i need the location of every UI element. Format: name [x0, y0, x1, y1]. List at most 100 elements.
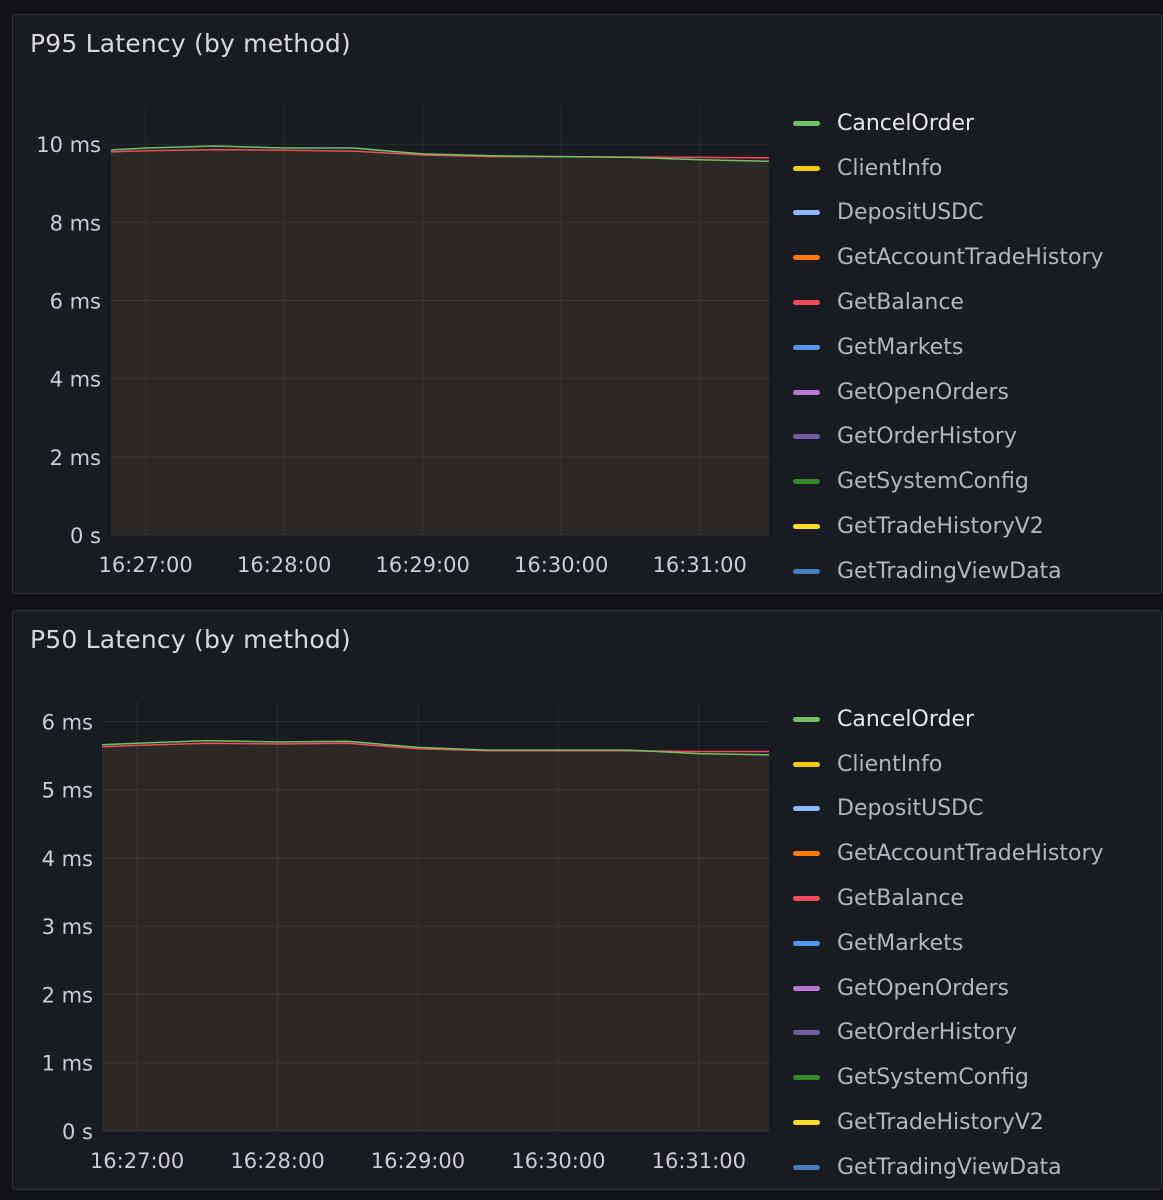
- legend-label: GetBalance: [837, 886, 964, 912]
- legend-item-cancelorder[interactable]: CancelOrder: [793, 697, 1153, 742]
- legend-item-getaccounttradehistory[interactable]: GetAccountTradeHistory: [793, 831, 1153, 876]
- legend-swatch: [793, 896, 820, 902]
- legend-swatch: [793, 851, 820, 857]
- legend-label: GetTradingViewData: [837, 1154, 1062, 1180]
- legend-item-clientinfo[interactable]: ClientInfo: [793, 146, 1153, 191]
- p95-latency-chart: 0 s 2 ms 4 ms 6 ms 8 ms 10 ms 16:27:00 16:28:00…: [36, 105, 770, 577]
- legend-item-getorderhistory[interactable]: GetOrderHistory: [793, 1011, 1153, 1056]
- legend-swatch: [793, 255, 820, 261]
- series-area-getbalance: [102, 743, 769, 1131]
- legend-label: DepositUSDC: [837, 200, 984, 226]
- grid: [111, 105, 769, 536]
- legend-swatch: [793, 985, 820, 991]
- y-tick-label: 0 s: [62, 1120, 93, 1144]
- legend-swatch: [793, 1164, 820, 1170]
- y-tick-label: 0 s: [70, 524, 101, 548]
- panel-p50-latency: P50 Latency (by method) 0 s 1 ms 2 ms 3 ms 4…: [12, 610, 1162, 1190]
- legend-swatch: [793, 389, 820, 395]
- legend-item-getbalance[interactable]: GetBalance: [793, 280, 1153, 325]
- legend-item-getmarkets[interactable]: GetMarkets: [793, 921, 1153, 966]
- y-tick-label: 10 ms: [36, 133, 101, 157]
- legend-label: GetMarkets: [837, 334, 964, 360]
- legend-label: GetOrderHistory: [837, 424, 1017, 450]
- x-tick-label: 16:27:00: [90, 1149, 184, 1173]
- x-tick-label: 16:27:00: [98, 553, 192, 577]
- y-tick-label: 1 ms: [42, 1052, 93, 1076]
- legend-swatch: [793, 1120, 820, 1126]
- y-tick-label: 6 ms: [42, 710, 93, 734]
- legend-swatch: [793, 479, 820, 485]
- legend-item-cancelorder[interactable]: CancelOrder: [793, 101, 1153, 146]
- legend-swatch: [793, 344, 820, 350]
- legend-swatch: [793, 434, 820, 440]
- panel-title[interactable]: P95 Latency (by method): [30, 29, 351, 58]
- legend-label: GetAccountTradeHistory: [837, 841, 1104, 867]
- legend-item-getorderhistory[interactable]: GetOrderHistory: [793, 415, 1153, 460]
- legend-label: GetAccountTradeHistory: [837, 245, 1104, 271]
- x-tick-label: 16:30:00: [511, 1149, 605, 1173]
- panel-p95-latency: P95 Latency (by method) 0 s 2 ms 4 ms 6 ms 8…: [12, 14, 1162, 594]
- legend-label: ClientInfo: [837, 155, 943, 181]
- legend-swatch: [793, 300, 820, 306]
- y-tick-label: 3 ms: [42, 915, 93, 939]
- legend-label: CancelOrder: [837, 706, 975, 732]
- y-tick-label: 4 ms: [50, 368, 101, 392]
- p50-latency-chart: 0 s 1 ms 2 ms 3 ms 4 ms 5 ms 6 ms 16:27:00 16:28…: [42, 701, 770, 1173]
- y-tick-label: 5 ms: [42, 779, 93, 803]
- legend-item-gettradingviewdata[interactable]: GetTradingViewData: [793, 1145, 1153, 1189]
- legend-label: GetTradingViewData: [837, 558, 1062, 584]
- y-tick-label: 6 ms: [50, 289, 101, 313]
- p95-legend: CancelOrder ClientInfo DepositUSDC GetAccou…: [793, 101, 1153, 593]
- legend-label: GetTradeHistoryV2: [837, 1110, 1044, 1136]
- legend-label: GetOpenOrders: [837, 379, 1009, 405]
- x-tick-label: 16:31:00: [652, 1149, 746, 1173]
- panel-title[interactable]: P50 Latency (by method): [30, 625, 351, 654]
- x-tick-label: 16:30:00: [514, 553, 608, 577]
- legend-swatch: [793, 806, 820, 812]
- legend-item-getopenorders[interactable]: GetOpenOrders: [793, 966, 1153, 1011]
- grid: [102, 701, 769, 1132]
- legend-label: DepositUSDC: [837, 796, 984, 822]
- legend-label: GetTradeHistoryV2: [837, 514, 1044, 540]
- legend-item-getaccounttradehistory[interactable]: GetAccountTradeHistory: [793, 235, 1153, 280]
- legend-swatch: [793, 1030, 820, 1036]
- series-area-cancelorder: [111, 146, 769, 535]
- legend-item-getmarkets[interactable]: GetMarkets: [793, 325, 1153, 370]
- x-tick-label: 16:28:00: [237, 553, 331, 577]
- legend-item-getbalance[interactable]: GetBalance: [793, 876, 1153, 921]
- legend-item-gettradingviewdata[interactable]: GetTradingViewData: [793, 549, 1153, 593]
- x-tick-label: 16:29:00: [371, 1149, 465, 1173]
- legend-swatch: [793, 1075, 820, 1081]
- legend-item-clientinfo[interactable]: ClientInfo: [793, 742, 1153, 787]
- legend-label: GetMarkets: [837, 930, 964, 956]
- legend-swatch: [793, 940, 820, 946]
- legend-item-getopenorders[interactable]: GetOpenOrders: [793, 370, 1153, 415]
- legend-swatch: [793, 165, 820, 171]
- legend-label: GetOrderHistory: [837, 1020, 1017, 1046]
- legend-label: CancelOrder: [837, 110, 975, 136]
- legend-swatch: [793, 568, 820, 574]
- legend-label: ClientInfo: [837, 751, 943, 777]
- legend-swatch: [793, 761, 820, 767]
- y-tick-label: 8 ms: [50, 211, 101, 235]
- legend-item-depositusdc[interactable]: DepositUSDC: [793, 191, 1153, 236]
- y-tick-label: 4 ms: [42, 847, 93, 871]
- legend-label: GetSystemConfig: [837, 469, 1029, 495]
- x-tick-label: 16:31:00: [653, 553, 747, 577]
- legend-label: GetSystemConfig: [837, 1065, 1029, 1091]
- p50-legend: CancelOrder ClientInfo DepositUSDC GetAccou…: [793, 697, 1153, 1189]
- legend-swatch: [793, 210, 820, 216]
- legend-swatch: [793, 524, 820, 530]
- legend-label: GetBalance: [837, 290, 964, 316]
- legend-swatch: [793, 716, 820, 722]
- series-area-cancelorder: [102, 740, 769, 1131]
- legend-item-depositusdc[interactable]: DepositUSDC: [793, 787, 1153, 832]
- legend-item-getsystemconfig[interactable]: GetSystemConfig: [793, 1055, 1153, 1100]
- legend-swatch: [793, 120, 820, 126]
- legend-item-gettradehistoryv2[interactable]: GetTradeHistoryV2: [793, 1100, 1153, 1145]
- x-tick-label: 16:29:00: [376, 553, 470, 577]
- legend-item-getsystemconfig[interactable]: GetSystemConfig: [793, 459, 1153, 504]
- legend-item-gettradehistoryv2[interactable]: GetTradeHistoryV2: [793, 504, 1153, 549]
- y-tick-label: 2 ms: [50, 446, 101, 470]
- y-tick-label: 2 ms: [42, 983, 93, 1007]
